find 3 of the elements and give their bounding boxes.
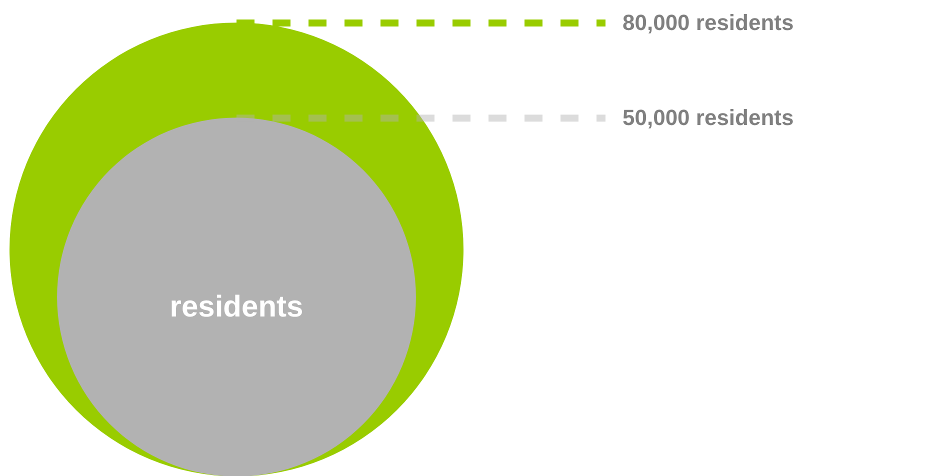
text: residents	[170, 290, 304, 324]
data-label: 50,000 residents	[622, 105, 794, 130]
data-label: 80,000 residents	[622, 10, 794, 35]
